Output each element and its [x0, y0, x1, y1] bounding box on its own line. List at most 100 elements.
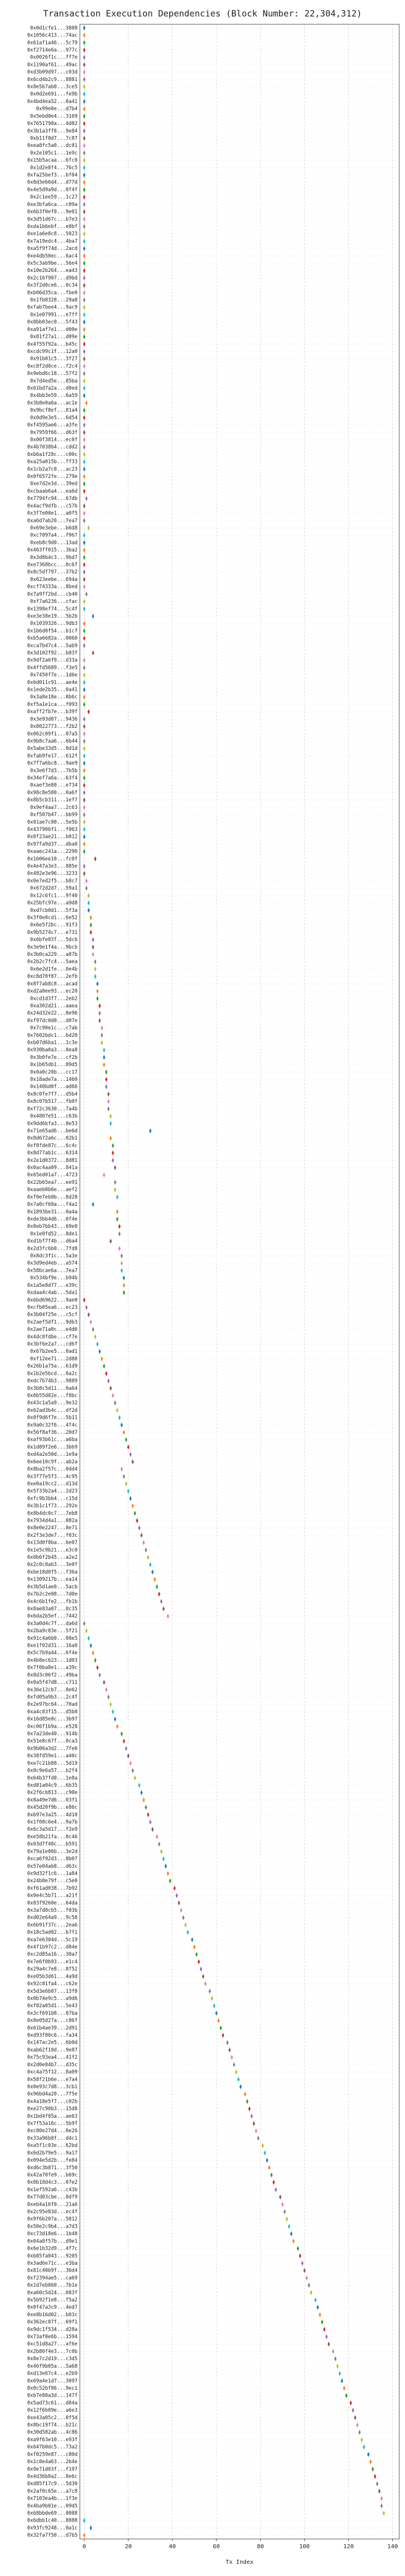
- tx-hash-label: 0xf61ad038...7b92: [27, 1886, 78, 1891]
- dependency-marker: [83, 826, 86, 832]
- dependency-marker: [211, 1996, 213, 2001]
- tx-hash-label: 0xa7e6304d...5c19: [27, 1937, 78, 1943]
- dependency-marker: [131, 1459, 134, 1464]
- tx-hash-label: 0x0c52bf86...9ec1: [27, 2386, 78, 2391]
- tx-hash-label: 0x3e9e1f4a...9bcb: [27, 944, 78, 950]
- tx-hash-label: 0x8b5cb311...1ef7: [27, 797, 78, 803]
- dependency-marker: [107, 1378, 110, 1384]
- dependency-marker: [131, 1768, 134, 1773]
- dependency-marker: [134, 1510, 137, 1516]
- dependency-marker: [129, 1760, 132, 1766]
- tx-hash-label: 0xca7b47c4...5ab9: [27, 643, 78, 649]
- dependency-marker: [91, 952, 94, 957]
- tx-hash-label: 0xe27c90b3...15d8: [27, 2106, 78, 2112]
- tx-hash-label: 0x4ba9b01e...09d5: [27, 2503, 78, 2509]
- tx-hash-label: 0x43c1a5a9...9e32: [27, 1400, 78, 1406]
- dependency-marker: [83, 216, 86, 222]
- tx-hash-label: 0x6da2b5ef...7442: [27, 1614, 78, 1620]
- dependency-marker: [124, 1437, 127, 1442]
- tx-hash-label: 0x3ad6e71c...e3ba: [27, 2261, 78, 2266]
- tx-hash-label: 0x0f9d6f7e...5b11: [27, 1415, 78, 1421]
- dependency-marker: [83, 510, 86, 516]
- tx-hash-label: 0x30d582ab...4c86: [27, 2430, 78, 2435]
- x-tick-label: 100: [299, 2544, 310, 2550]
- dependency-marker: [101, 1040, 104, 1046]
- tx-hash-label: 0xe1f02d31...16a0: [27, 1643, 78, 1649]
- tx-hash-label: 0x83f9260e...64da: [27, 1900, 78, 1906]
- tx-hash-label: 0xf0259e87...c80d: [27, 2452, 78, 2457]
- tx-hash-label: 0x6b3f0ef0...9e01: [27, 209, 78, 215]
- x-tick-label: 20: [125, 2544, 132, 2550]
- dependency-marker: [96, 1341, 99, 1347]
- tx-hash-label: 0x2f6cb813...c90e: [27, 1790, 78, 1796]
- tx-hash-label: 0xfab7bee4...9ac9: [27, 305, 78, 311]
- dependency-marker: [83, 341, 86, 347]
- tx-hash-label: 0x362ec87f...69f1: [27, 2320, 78, 2325]
- dependency-marker: [83, 518, 86, 524]
- dependency-marker: [83, 62, 86, 68]
- tx-hash-label: 0x1d89f2e6...3bb9: [27, 1444, 78, 1450]
- tx-hash-label: 0x147ac2e5...6b0d: [27, 2040, 78, 2046]
- tx-hash-label: 0x9ebd6c18...57f2: [27, 371, 78, 377]
- dependency-marker: [85, 496, 88, 502]
- tx-hash-label: 0x61b4ae39...2d91: [27, 2025, 78, 2031]
- tx-hash-label: 0xbe18d0f5...f36a: [27, 1569, 78, 1575]
- tx-hash-label: 0x4f55f92a...b45c: [27, 341, 78, 347]
- dependency-marker: [334, 2356, 337, 2362]
- dependency-marker: [363, 2444, 366, 2450]
- tx-hash-label: 0x7450f7e...1d6e: [30, 672, 78, 678]
- tx-hash-label: 0x1e07991...e7ff: [30, 312, 78, 318]
- dependency-marker: [91, 944, 94, 950]
- tx-hash-label: 0xd81a04c9...6b35: [27, 1783, 78, 1789]
- dependency-marker: [261, 2143, 264, 2148]
- dependency-marker: [160, 1599, 163, 1605]
- dependency-marker: [380, 2503, 383, 2509]
- dependency-marker: [109, 1121, 112, 1127]
- dependency-marker: [83, 672, 86, 678]
- dependency-marker: [83, 849, 86, 855]
- tx-hash-label: 0x8eb7bb43...69e0: [27, 1224, 78, 1230]
- tx-hash-label: 0x1893be31...0a4a: [27, 1209, 78, 1215]
- dependency-marker: [120, 1731, 123, 1737]
- tx-hash-label: 0x1398ef74...5c4f: [27, 606, 78, 612]
- tx-hash-label: 0x3b8c5d11...0a64: [27, 1386, 78, 1392]
- tx-hash-label: 0x3d51d67c...b7e3: [27, 216, 78, 222]
- tx-hash-label: 0x7a9ff2bd...cb40: [27, 591, 78, 597]
- tx-hash-label: 0xc4a75f12...8a09: [27, 2070, 78, 2075]
- tx-hash-label: 0x15b5acaa...6fc0: [27, 158, 78, 164]
- dependency-marker: [83, 643, 86, 649]
- dependency-marker: [83, 54, 86, 60]
- tx-hash-label: 0xf8fde87c...6c4c: [27, 1143, 78, 1149]
- dependency-marker: [173, 1885, 176, 1891]
- tx-hash-label: 0x1056c413...74ac: [27, 33, 78, 39]
- tx-hash-label: 0x6e2d1fe...0e4b: [30, 966, 78, 972]
- tx-hash-label: 0xb6a1f28c...c00c: [27, 452, 78, 458]
- dependency-marker: [356, 2422, 359, 2428]
- dependency-marker: [217, 2018, 220, 2023]
- tx-hash-label: 0xf2394ae5...ca69: [27, 2275, 78, 2281]
- tx-hash-label: 0x1fb8328...29a8: [30, 297, 78, 303]
- tx-hash-label: 0x0b74e9c5...a9d6: [27, 1996, 78, 2001]
- tx-hash-label: 0x12c6fc1...9f40: [30, 893, 78, 899]
- dependency-marker: [310, 2290, 312, 2295]
- tx-hash-label: 0x5ebd0e4...3169: [30, 113, 78, 119]
- tx-hash-label: 0xc80e27d4...0e26: [27, 2128, 78, 2134]
- tx-hash-label: 0x7602bdc1...bd20: [27, 1033, 78, 1039]
- dependency-marker: [83, 576, 86, 582]
- tx-hash-label: 0x98c8e580...0a6f: [27, 790, 78, 796]
- dependency-marker: [146, 1555, 150, 1561]
- dependency-marker: [87, 1312, 90, 1318]
- tx-hash-label: 0x6e1b32d9...4f7c: [27, 2246, 78, 2252]
- dependency-marker: [83, 474, 86, 480]
- dependency-marker: [83, 393, 86, 399]
- tx-hash-label: 0x3a7d8cb5...f03b: [27, 1908, 78, 1913]
- dependency-marker: [112, 1393, 115, 1399]
- tx-hash-label: 0xd13e67c4...e2b9: [27, 2371, 78, 2377]
- x-tick-label: 40: [169, 2544, 176, 2550]
- dependency-marker: [94, 1334, 97, 1339]
- dependency-marker: [290, 2231, 293, 2237]
- tx-hash-label: 0x3b8e0a6a...ac1e: [27, 400, 78, 406]
- tx-hash-label: 0x647b0dc5...73a2: [27, 2445, 78, 2450]
- tx-hash-label: 0xe7368bcc...0c6f: [27, 562, 78, 568]
- tx-hash-label: 0xc51d8a27...af6e: [27, 2342, 78, 2347]
